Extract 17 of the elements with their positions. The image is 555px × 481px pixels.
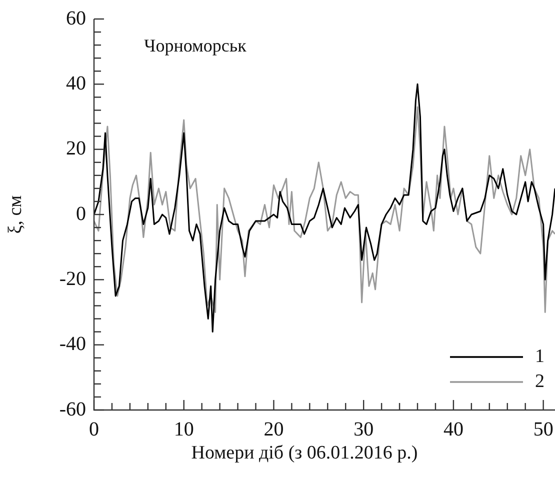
y-tick-label: 40 [66,72,86,94]
y-tick-label: -20 [59,268,86,290]
x-axis-title: Номери діб (з 06.01.2016 р.) [191,442,418,464]
x-tick-label: 30 [354,418,374,440]
y-tick-label: 60 [66,7,86,30]
x-tick-label: 50 [533,418,554,440]
y-tick-label: 0 [76,202,86,225]
y-axis-title: ξ, см [4,195,26,234]
y-tick-label: -60 [59,398,86,420]
x-tick-label: 20 [264,418,284,440]
legend-label: 1 [535,346,544,367]
x-tick-label: 40 [443,418,464,440]
y-tick-label: 20 [66,138,86,160]
text: Чорноморськ [144,36,247,56]
y-tick-label: -40 [59,333,86,356]
legend-label: 2 [535,370,544,392]
x-tick-label: 10 [174,418,194,440]
